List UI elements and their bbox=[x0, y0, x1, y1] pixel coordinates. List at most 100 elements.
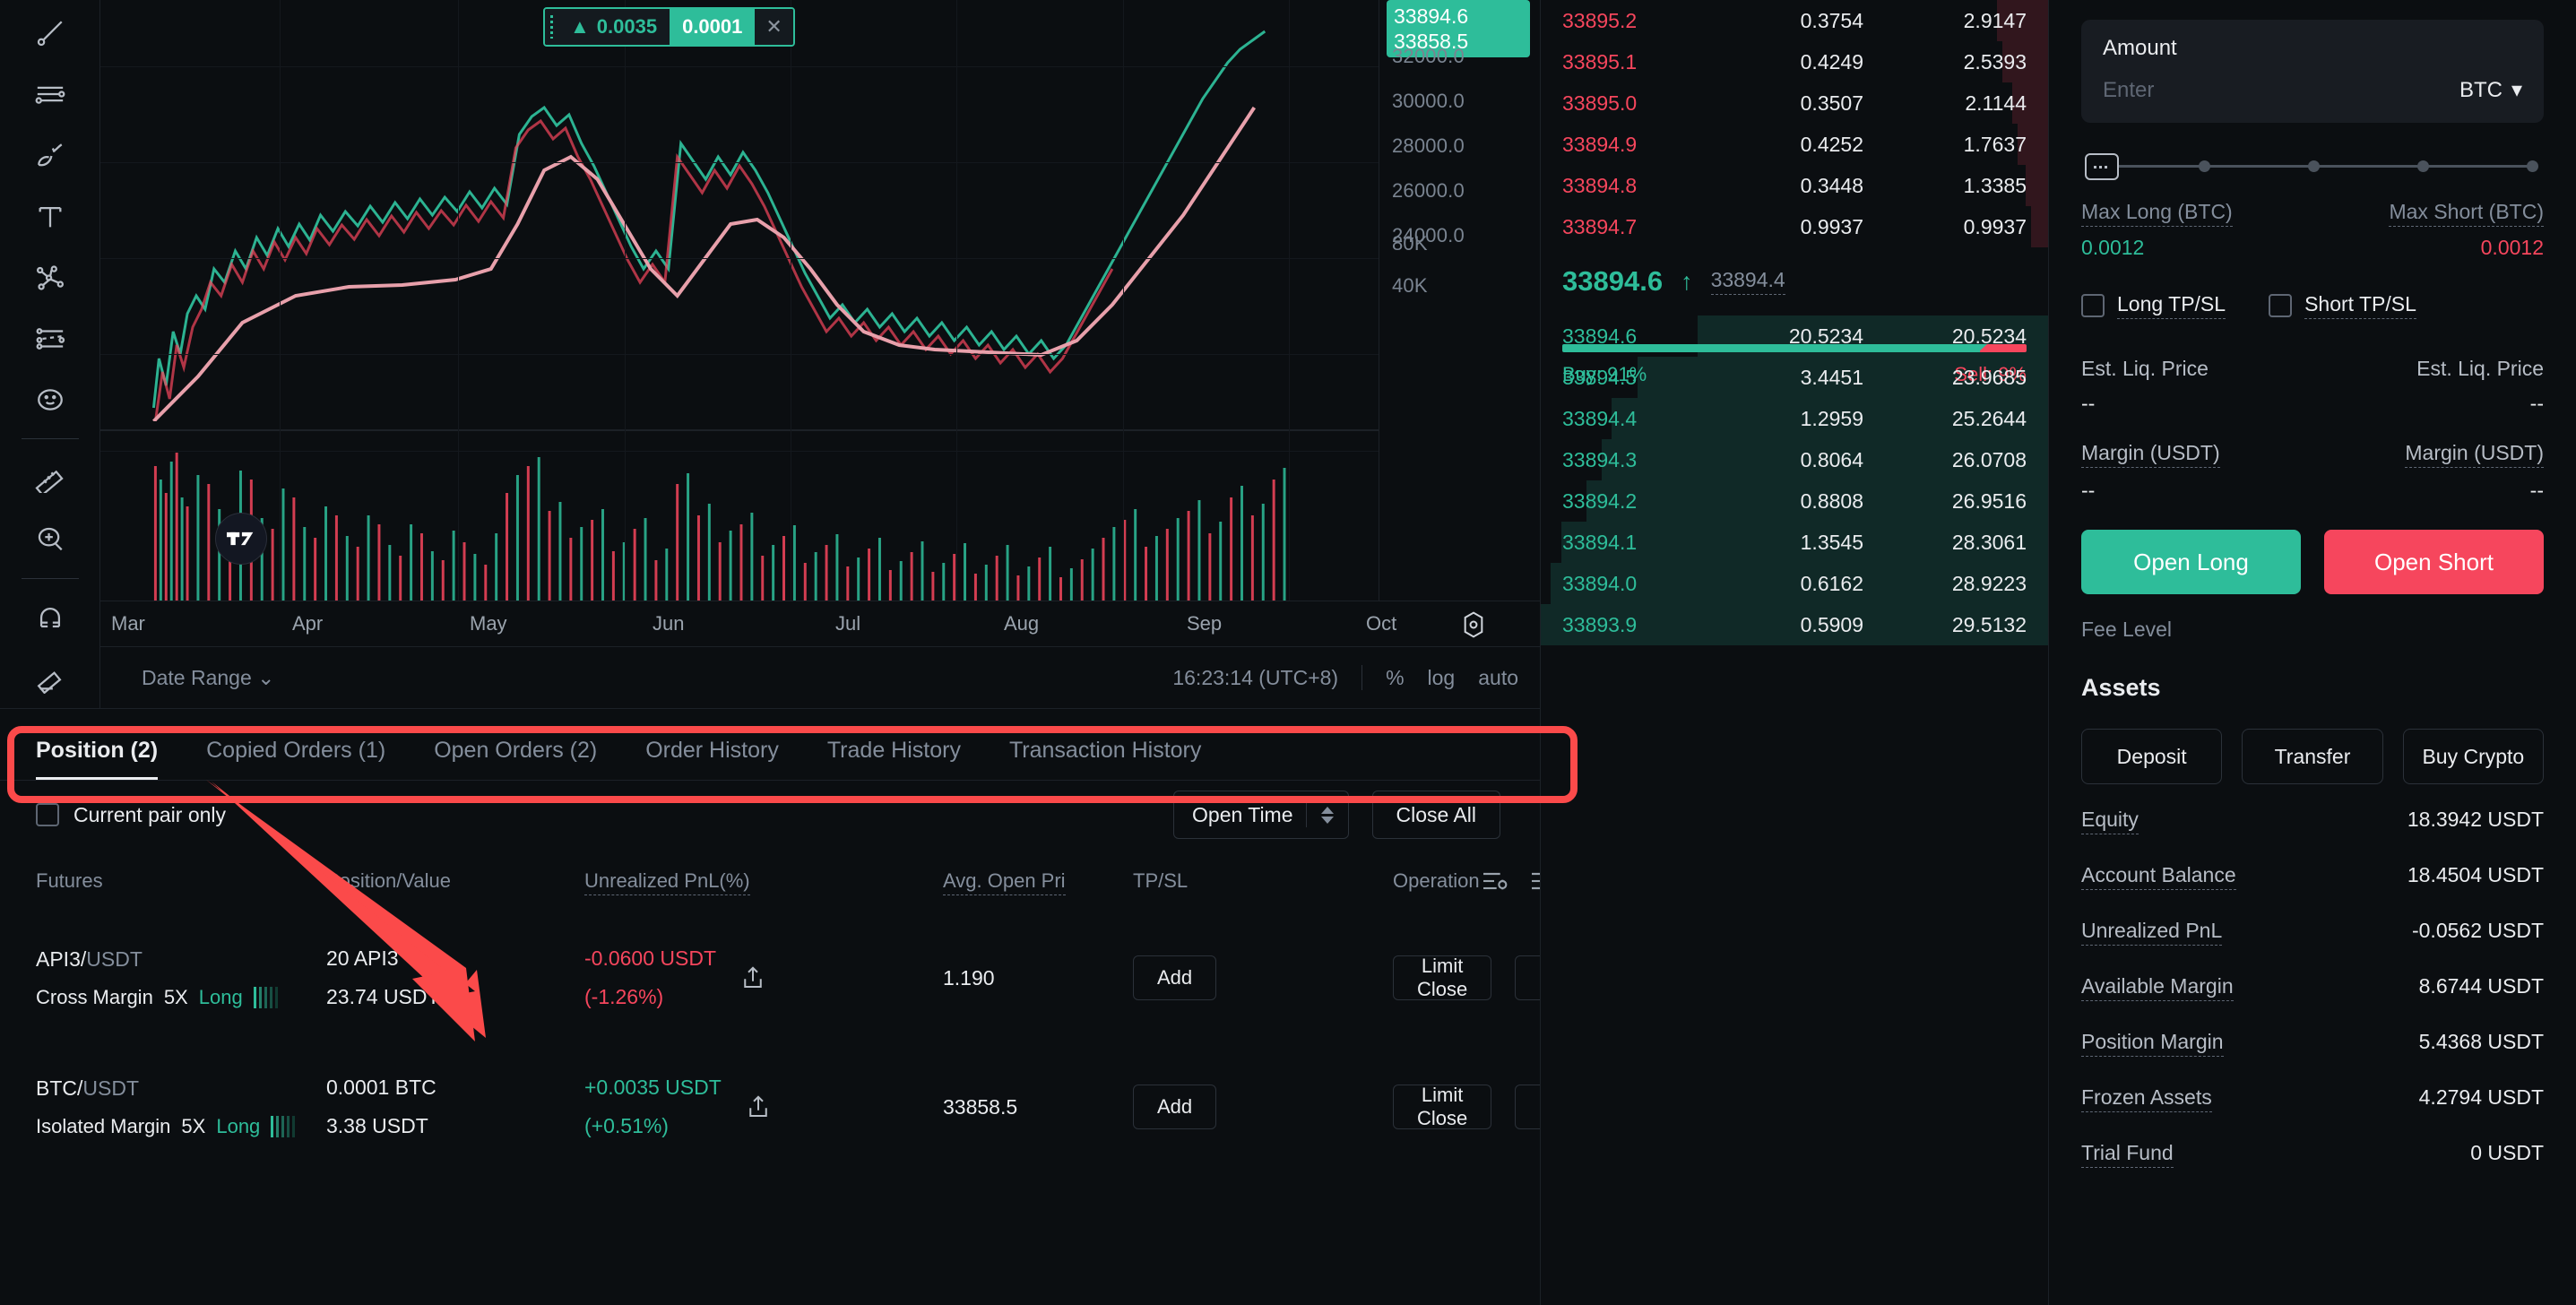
checkbox-box bbox=[2269, 294, 2293, 317]
percent-scale-button[interactable]: % bbox=[1386, 665, 1405, 689]
order-book-bid-row[interactable]: 33893.9 0.5909 29.5132 bbox=[1541, 604, 2048, 645]
short-tpsl-checkbox[interactable]: Short TP/SL bbox=[2269, 292, 2416, 319]
limit-close-button[interactable]: Limit Close bbox=[1393, 1084, 1492, 1129]
bid-total: 26.9516 bbox=[1951, 488, 2027, 513]
current-pair-only-checkbox[interactable]: Current pair only bbox=[36, 803, 226, 827]
margin-long-label: Margin (USDT) bbox=[2081, 441, 2220, 468]
long-tpsl-label: Long TP/SL bbox=[2117, 292, 2226, 319]
add-tpsl-button[interactable]: Add bbox=[1133, 955, 1217, 1000]
list-item: Position Margin 5.4368 USDT bbox=[2081, 1030, 2544, 1085]
open-long-button[interactable]: Open Long bbox=[2081, 530, 2301, 594]
brush-icon[interactable] bbox=[18, 125, 82, 185]
deposit-button[interactable]: Deposit bbox=[2081, 729, 2223, 784]
close-all-button[interactable]: Close All bbox=[1371, 791, 1500, 839]
order-book-bid-row[interactable]: 33894.0 0.6162 28.9223 bbox=[1541, 563, 2048, 604]
horizontal-lines-icon[interactable] bbox=[18, 65, 82, 124]
share-icon[interactable] bbox=[745, 1093, 772, 1120]
column-header-operation: Operation bbox=[1393, 869, 1480, 892]
slider-handle[interactable] bbox=[2085, 153, 2119, 180]
order-book: 33895.2 0.3754 2.9147 33895.1 0.4249 2.5… bbox=[1540, 0, 2049, 1305]
bid-amount: 3.4451 bbox=[1800, 365, 1863, 389]
long-tpsl-checkbox[interactable]: Long TP/SL bbox=[2081, 292, 2226, 319]
sort-spinner-icon[interactable] bbox=[1307, 806, 1348, 824]
emoji-icon[interactable] bbox=[18, 370, 82, 429]
ask-price: 33895.0 bbox=[1562, 91, 1638, 115]
ask-amount: 0.9937 bbox=[1800, 214, 1863, 238]
close-icon[interactable]: ✕ bbox=[755, 9, 793, 45]
order-book-bid-row[interactable]: 33894.3 0.8064 26.0708 bbox=[1541, 439, 2048, 480]
row-symbol-base: API3/ bbox=[36, 946, 87, 971]
asset-label: Trial Fund bbox=[2081, 1141, 2174, 1168]
fib-retracement-icon[interactable] bbox=[18, 309, 82, 368]
order-book-ask-row[interactable]: 33895.0 0.3507 2.1144 bbox=[1541, 82, 2048, 124]
row-avg-open-price: 1.190 bbox=[943, 965, 995, 990]
list-item: Account Balance 18.4504 USDT bbox=[2081, 863, 2544, 919]
price-tick: 28000.0 bbox=[1392, 134, 1465, 157]
share-icon[interactable] bbox=[739, 964, 766, 991]
tab-trade-history[interactable]: Trade History bbox=[826, 738, 961, 763]
order-book-ask-row[interactable]: 33894.7 0.9937 0.9937 bbox=[1541, 206, 2048, 247]
asset-value: 8.6744 USDT bbox=[2418, 974, 2544, 998]
table-row[interactable]: API3/USDT Cross Margin 5X Long 20 API3 2… bbox=[0, 913, 1624, 1042]
ruler-icon[interactable] bbox=[18, 448, 82, 507]
date-range-button[interactable]: Date Range ⌄ bbox=[142, 666, 274, 690]
bid-total: 28.3061 bbox=[1951, 530, 2027, 554]
time-scale[interactable]: Mar Apr May Jun Jul Aug Sep Oct bbox=[100, 601, 1540, 647]
order-book-bid-row[interactable]: 33894.5 3.4451 23.9685 bbox=[1541, 357, 2048, 398]
order-book-ask-row[interactable]: 33894.8 0.3448 1.3385 bbox=[1541, 165, 2048, 206]
chart-position-badge[interactable]: ▲ 0.0035 0.0001 ✕ bbox=[543, 7, 795, 47]
price-scale[interactable]: 33894.6 33858.5 32000.0 30000.0 28000.0 … bbox=[1379, 0, 1540, 601]
row-unrealized-pnl: +0.0035 USDT bbox=[584, 1076, 722, 1099]
row-margin-mode: Cross Margin bbox=[36, 985, 153, 1008]
tab-open-orders[interactable]: Open Orders (2) bbox=[434, 738, 598, 763]
ask-total: 1.3385 bbox=[1963, 173, 2027, 197]
time-tick: Aug bbox=[1004, 612, 1040, 635]
order-book-ask-row[interactable]: 33894.9 0.4252 1.7637 bbox=[1541, 124, 2048, 165]
bid-amount: 1.2959 bbox=[1800, 406, 1863, 430]
magnet-icon[interactable] bbox=[18, 588, 82, 647]
badge-pnl-value: 0.0035 bbox=[596, 15, 658, 38]
tab-order-history[interactable]: Order History bbox=[645, 738, 779, 763]
pitchfork-icon[interactable] bbox=[18, 248, 82, 307]
amount-slider[interactable] bbox=[2085, 153, 2540, 180]
add-tpsl-button[interactable]: Add bbox=[1133, 1085, 1217, 1129]
order-book-ask-row[interactable]: 33895.2 0.3754 2.9147 bbox=[1541, 0, 2048, 41]
chart-settings-icon[interactable] bbox=[1459, 610, 1488, 639]
log-scale-button[interactable]: log bbox=[1427, 665, 1456, 689]
amount-input[interactable] bbox=[2103, 77, 2459, 103]
order-book-bid-row[interactable]: 33894.4 1.2959 25.2644 bbox=[1541, 398, 2048, 439]
max-short-label: Max Short (BTC) bbox=[2389, 200, 2544, 227]
row-position-value: 3.38 USDT bbox=[326, 1114, 428, 1137]
amount-unit-select[interactable]: BTC ▾ bbox=[2459, 77, 2522, 103]
drag-handle-icon[interactable] bbox=[545, 9, 558, 45]
asset-value: 5.4368 USDT bbox=[2418, 1030, 2544, 1053]
text-icon[interactable] bbox=[18, 187, 82, 246]
candlestick-plot bbox=[100, 0, 1379, 601]
checkbox-box bbox=[2081, 294, 2105, 317]
order-book-ask-row[interactable]: 33895.1 0.4249 2.5393 bbox=[1541, 41, 2048, 82]
trend-line-icon[interactable] bbox=[18, 4, 82, 63]
chart-canvas[interactable]: ▲ 0.0035 0.0001 ✕ 33894.6 33858.5 32000.… bbox=[100, 0, 1540, 708]
order-book-bid-row[interactable]: 33894.1 1.3545 28.3061 bbox=[1541, 522, 2048, 563]
bid-total: 28.9223 bbox=[1951, 571, 2027, 595]
tab-copied-orders[interactable]: Copied Orders (1) bbox=[206, 738, 386, 763]
sort-open-time-select[interactable]: Open Time bbox=[1173, 791, 1349, 839]
asset-value: 0 USDT bbox=[2470, 1141, 2544, 1164]
buy-crypto-button[interactable]: Buy Crypto bbox=[2402, 729, 2544, 784]
bid-total: 29.5132 bbox=[1951, 612, 2027, 636]
zoom-in-icon[interactable] bbox=[18, 510, 82, 569]
tab-position[interactable]: Position (2) bbox=[36, 738, 159, 780]
chart-footer-toolbar: Date Range ⌄ 16:23:14 (UTC+8) % log auto bbox=[100, 647, 1540, 708]
transfer-button[interactable]: Transfer bbox=[2242, 729, 2383, 784]
table-row[interactable]: BTC/USDT Isolated Margin 5X Long 0.0001 … bbox=[0, 1042, 1624, 1171]
order-book-bid-row[interactable]: 33894.2 0.8808 26.9516 bbox=[1541, 480, 2048, 522]
open-short-button[interactable]: Open Short bbox=[2324, 530, 2544, 594]
auto-scale-button[interactable]: auto bbox=[1478, 665, 1518, 689]
column-settings-icon[interactable] bbox=[1480, 867, 1508, 895]
limit-close-button[interactable]: Limit Close bbox=[1393, 955, 1492, 1000]
eraser-icon[interactable] bbox=[18, 649, 82, 708]
asset-label: Position Margin bbox=[2081, 1030, 2224, 1057]
tab-transaction-history[interactable]: Transaction History bbox=[1008, 738, 1202, 763]
positions-table-header: Futures Position/Value Unrealized PnL(%)… bbox=[0, 849, 1556, 913]
